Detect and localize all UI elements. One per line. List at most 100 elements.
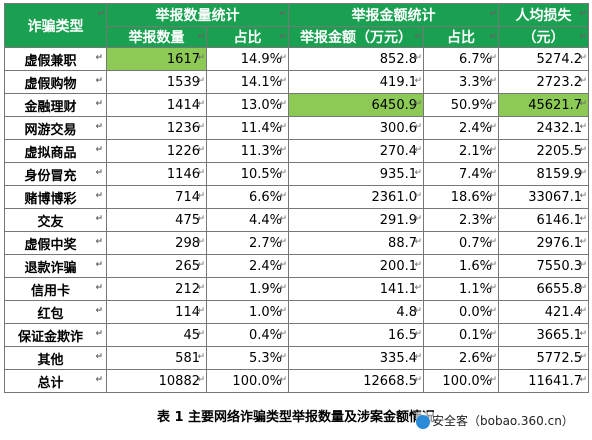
cell-count: 1226 ↵: [106, 139, 207, 163]
paragraph-mark: ↵: [579, 306, 587, 316]
paragraph-mark: ↵: [414, 306, 422, 316]
paragraph-mark: ↵: [95, 122, 103, 132]
cell-amount: 291.9 ↵: [288, 208, 424, 232]
cell-category: 其他 ↵: [4, 346, 107, 370]
header-amount: 举报金额（万元） ↵: [288, 26, 424, 48]
paragraph-mark: ↵: [95, 237, 103, 247]
paragraph-mark: ↵: [197, 191, 205, 201]
cell-per-capita: 33067.1 ↵: [498, 185, 589, 209]
cell-count: 714 ↵: [106, 185, 207, 209]
paragraph-mark: ↵: [414, 32, 422, 42]
paragraph-mark: ↵: [489, 76, 497, 86]
cell-count: 581 ↵: [106, 346, 207, 370]
table-row: 信用卡 ↵ 212 ↵ 1.9% ↵ 141.1 ↵ 1.1% ↵ 6655.8 ↵: [4, 277, 589, 301]
paragraph-mark: ↵: [95, 375, 103, 385]
paragraph-mark: ↵: [414, 283, 422, 293]
cell-amount: 935.1 ↵: [288, 162, 424, 186]
paragraph-mark: ↵: [279, 99, 287, 109]
paragraph-mark: ↵: [279, 375, 287, 385]
paragraph-mark: ↵: [414, 145, 422, 155]
table-row: 其他 ↵ 581 ↵ 5.3% ↵ 335.4 ↵ 2.6% ↵ 5772.5 ↵: [4, 346, 589, 370]
paragraph-mark: ↵: [197, 122, 205, 132]
paragraph-mark: ↵: [414, 53, 422, 63]
paragraph-mark: ↵: [279, 260, 287, 270]
header-amount-group: 举报金额统计 ↵: [288, 3, 499, 27]
paragraph-mark: ↵: [197, 260, 205, 270]
cell-category: 虚假中奖 ↵: [4, 231, 107, 255]
cell-count-share: 1.0% ↵: [206, 300, 289, 324]
paragraph-mark: ↵: [579, 237, 587, 247]
cell-count: 1414 ↵: [106, 93, 207, 117]
cell-count-share: 11.4% ↵: [206, 116, 289, 140]
cell-per-capita: 6146.1 ↵: [498, 208, 589, 232]
cell-count: 1236 ↵: [106, 116, 207, 140]
paragraph-mark: ↵: [414, 375, 422, 385]
cell-amount: 335.4 ↵: [288, 346, 424, 370]
paragraph-mark: ↵: [414, 260, 422, 270]
watermark-text: 安全客（bobao.360.cn）: [432, 414, 574, 428]
total-row: 总计 ↵ 10882 ↵ 100.0% ↵ 12668.5 ↵ 100.0% ↵ 1164…: [4, 369, 589, 393]
cell-per-capita: 6655.8 ↵: [498, 277, 589, 301]
paragraph-mark: ↵: [414, 237, 422, 247]
paragraph-mark: ↵: [489, 53, 497, 63]
cell-amount-share: 2.4% ↵: [423, 116, 499, 140]
cell-count: 1146 ↵: [106, 162, 207, 186]
cell-count: 212 ↵: [106, 277, 207, 301]
paragraph-mark: ↵: [414, 329, 422, 339]
paragraph-mark: ↵: [279, 9, 287, 19]
cell-amount: 4.8 ↵: [288, 300, 424, 324]
watermark: 安全客（bobao.360.cn）: [416, 412, 574, 429]
cell-amount: 88.7 ↵: [288, 231, 424, 255]
cell-count: 1617 ↵: [106, 47, 207, 71]
paragraph-mark: ↵: [579, 375, 587, 385]
paragraph-mark: ↵: [197, 329, 205, 339]
cell-per-capita: 3665.1 ↵: [498, 323, 589, 347]
cell-amount-share: 2.1% ↵: [423, 139, 499, 163]
cell-amount-share: 0.7% ↵: [423, 231, 499, 255]
paragraph-mark: ↵: [279, 53, 287, 63]
table-row: 赌博博彩 ↵ 714 ↵ 6.6% ↵ 2361.0 ↵ 18.6% ↵ 33067.1 ↵: [4, 185, 589, 209]
header-per-capita-unit: （元） ↵: [498, 26, 589, 48]
cell-category: 交友 ↵: [4, 208, 107, 232]
paragraph-mark: ↵: [95, 145, 103, 155]
paragraph-mark: ↵: [489, 260, 497, 270]
paragraph-mark: ↵: [489, 145, 497, 155]
paragraph-mark: ↵: [489, 306, 497, 316]
cell-amount-share: 50.9% ↵: [423, 93, 499, 117]
watermark-logo-icon: [416, 414, 430, 429]
cell-count-share: 4.4% ↵: [206, 208, 289, 232]
cell-amount-share: 6.7% ↵: [423, 47, 499, 71]
cell-amount-share: 18.6% ↵: [423, 185, 499, 209]
paragraph-mark: ↵: [95, 168, 103, 178]
paragraph-mark: ↵: [414, 352, 422, 362]
paragraph-mark: ↵: [95, 191, 103, 201]
paragraph-mark: ↵: [95, 306, 103, 316]
cell-total-amount: 12668.5 ↵: [288, 369, 424, 393]
cell-category: 保证金欺诈 ↵: [4, 323, 107, 347]
fraud-statistics-table-container: 诈骗类型 ↵ 举报数量统计 ↵ 举报金额统计 ↵ 人均损失 ↵ 举报数量 ↵ 占比 ↵ 举报…: [4, 3, 589, 393]
paragraph-mark: ↵: [95, 260, 103, 270]
paragraph-mark: ↵: [579, 32, 587, 42]
cell-count-share: 11.3% ↵: [206, 139, 289, 163]
header-report-count-group: 举报数量统计 ↵: [106, 3, 289, 27]
cell-per-capita: 5274.2 ↵: [498, 47, 589, 71]
paragraph-mark: ↵: [95, 329, 103, 339]
cell-per-capita: 2976.1 ↵: [498, 231, 589, 255]
cell-total-per-capita: 11641.7 ↵: [498, 369, 589, 393]
header-count-share: 占比 ↵: [206, 26, 289, 48]
cell-amount-share: 1.6% ↵: [423, 254, 499, 278]
cell-per-capita: 7550.3 ↵: [498, 254, 589, 278]
paragraph-mark: ↵: [95, 99, 103, 109]
cell-category: 信用卡 ↵: [4, 277, 107, 301]
paragraph-mark: ↵: [279, 352, 287, 362]
cell-category: 网游交易 ↵: [4, 116, 107, 140]
cell-amount-share: 0.1% ↵: [423, 323, 499, 347]
paragraph-mark: ↵: [279, 306, 287, 316]
paragraph-mark: ↵: [489, 191, 497, 201]
paragraph-mark: ↵: [197, 145, 205, 155]
cell-amount: 16.5 ↵: [288, 323, 424, 347]
cell-count: 1539 ↵: [106, 70, 207, 94]
cell-count-share: 0.4% ↵: [206, 323, 289, 347]
table-caption: 表 1 主要网络诈骗类型举报数量及涉案金额情况: [156, 410, 436, 425]
paragraph-mark: ↵: [489, 168, 497, 178]
